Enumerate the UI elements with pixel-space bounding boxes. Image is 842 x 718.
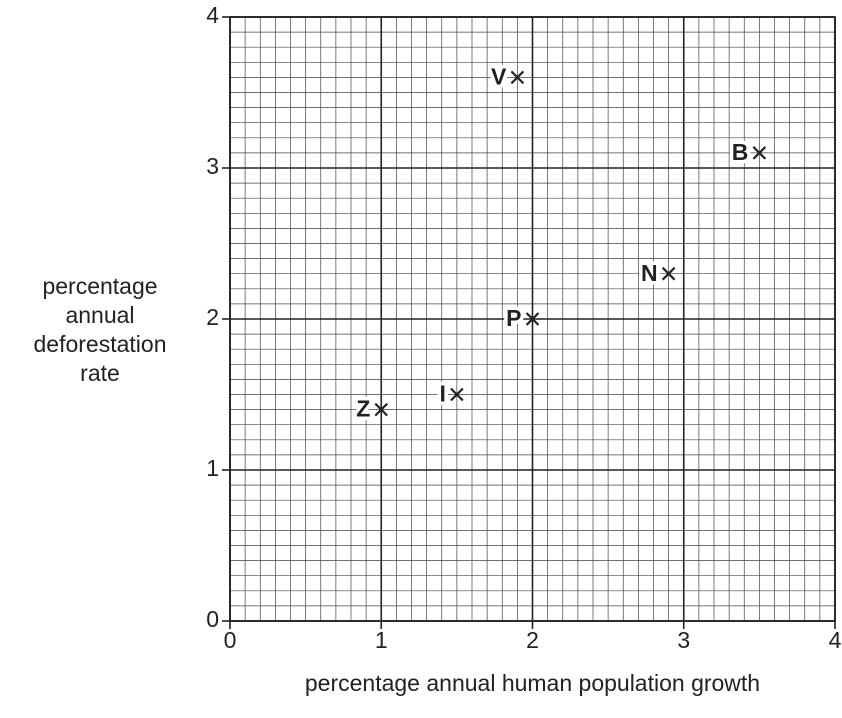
point-cross bbox=[374, 402, 389, 417]
point-label: N bbox=[641, 260, 658, 286]
point-cross bbox=[661, 266, 676, 281]
x-tick-label: 4 bbox=[829, 627, 842, 653]
y-tick-label: 2 bbox=[206, 304, 219, 330]
point bbox=[374, 402, 389, 417]
point bbox=[510, 70, 525, 85]
point-cross bbox=[450, 387, 464, 402]
y-tick-label: 4 bbox=[206, 2, 219, 28]
y-axis-label: percentage annual deforestation rate bbox=[33, 273, 167, 386]
point-cross bbox=[525, 312, 540, 326]
y-tick-label: 0 bbox=[206, 606, 219, 632]
point-cross bbox=[510, 70, 525, 85]
point-cross bbox=[752, 146, 767, 160]
point bbox=[661, 266, 676, 281]
x-tick-label: 2 bbox=[526, 627, 539, 653]
x-axis-label: percentage annual human population growt… bbox=[304, 670, 761, 696]
point-label: Z bbox=[356, 396, 370, 422]
y-tick-label: 1 bbox=[206, 455, 219, 481]
x-tick-label: 0 bbox=[224, 627, 237, 653]
point-label: B bbox=[732, 139, 749, 165]
point bbox=[752, 146, 767, 160]
point-label: P bbox=[506, 305, 521, 331]
point-label: V bbox=[491, 63, 507, 89]
plot-frame bbox=[229, 16, 836, 622]
x-tick-label: 3 bbox=[677, 627, 690, 653]
x-tick-label: 1 bbox=[375, 627, 388, 653]
point bbox=[525, 312, 540, 326]
y-tick-label: 3 bbox=[206, 153, 219, 179]
point bbox=[450, 387, 464, 402]
point-label: I bbox=[439, 381, 445, 407]
